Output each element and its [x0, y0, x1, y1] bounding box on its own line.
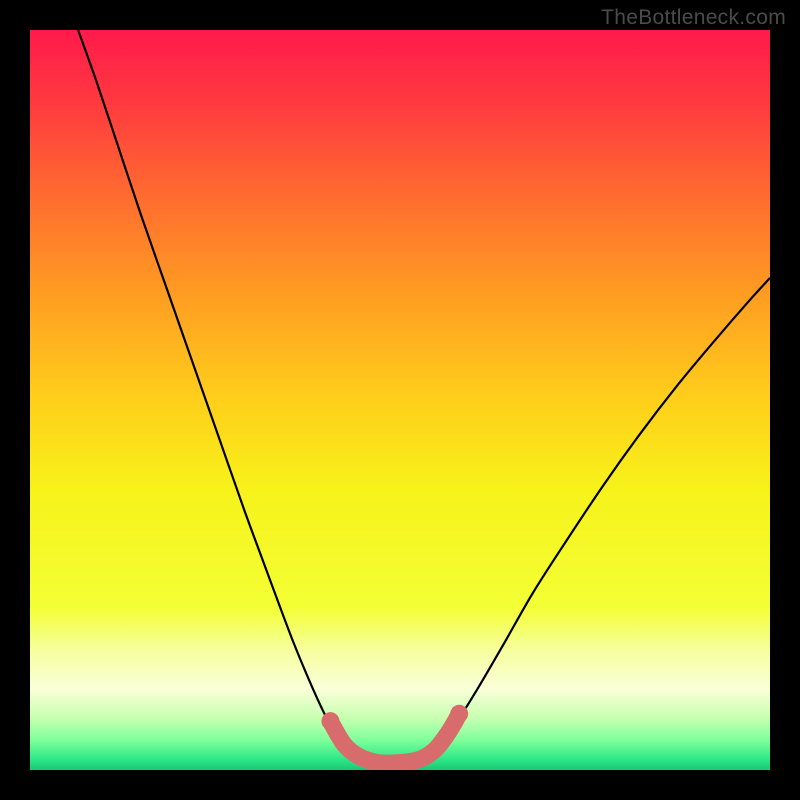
chart-frame: TheBottleneck.com	[0, 0, 800, 800]
plot-area	[30, 30, 770, 770]
gradient-background	[30, 30, 770, 770]
highlight-endpoint-marker	[450, 705, 468, 723]
watermark-text: TheBottleneck.com	[601, 6, 786, 30]
bottleneck-curve-chart	[30, 30, 770, 770]
highlight-endpoint-marker	[321, 712, 339, 730]
